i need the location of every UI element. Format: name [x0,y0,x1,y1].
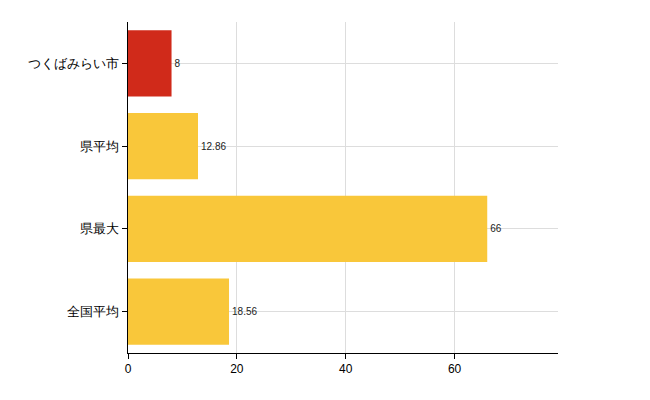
svg-text:66: 66 [490,223,502,234]
svg-text:60: 60 [448,362,462,376]
svg-text:県平均: 県平均 [80,139,119,154]
svg-text:つくばみらい市: つくばみらい市 [28,56,119,71]
svg-text:8: 8 [175,58,181,69]
svg-text:0: 0 [125,362,132,376]
svg-text:県最大: 県最大 [80,221,119,236]
svg-text:20: 20 [230,362,244,376]
svg-text:18.56: 18.56 [232,306,257,317]
svg-text:全国平均: 全国平均 [67,304,119,319]
svg-text:40: 40 [339,362,353,376]
svg-text:12.86: 12.86 [201,141,226,152]
